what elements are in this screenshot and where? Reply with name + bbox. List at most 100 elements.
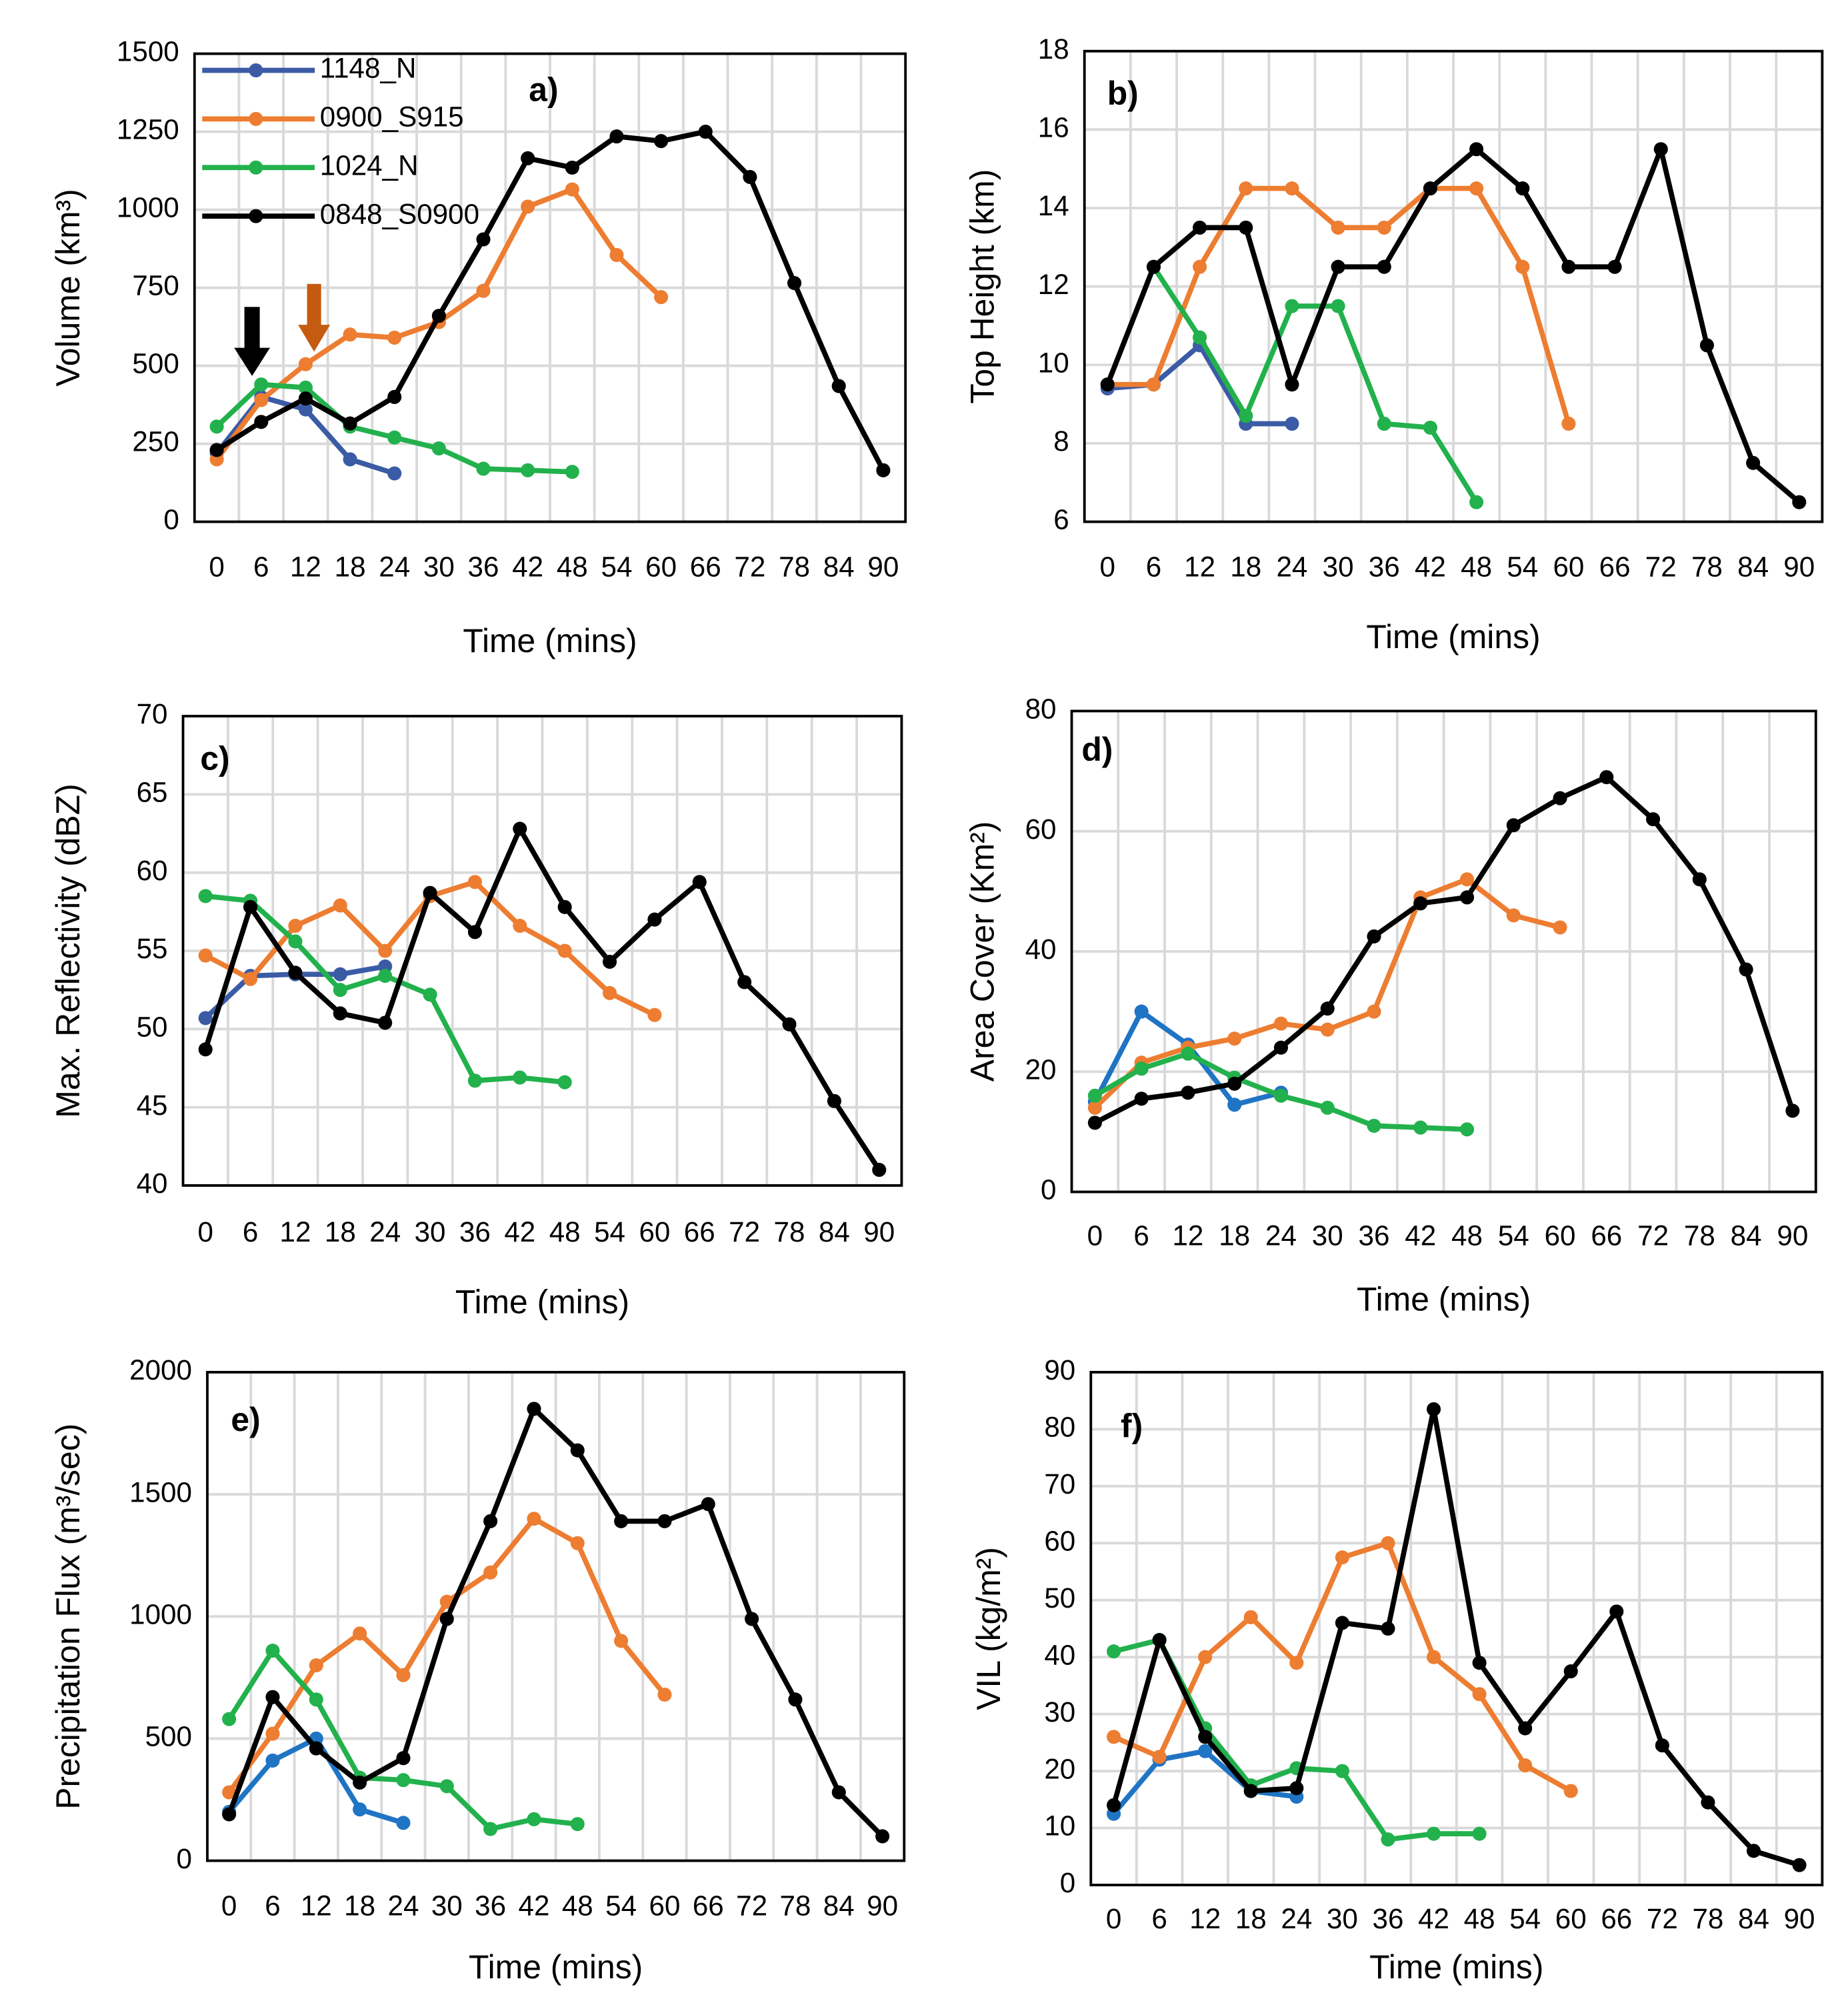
data-point xyxy=(333,898,347,913)
y-tick-label: 20 xyxy=(1044,1753,1075,1784)
data-point xyxy=(1518,1758,1533,1773)
data-point xyxy=(1239,181,1253,196)
data-point xyxy=(1367,1004,1381,1019)
y-tick-label: 50 xyxy=(137,1011,168,1042)
data-point xyxy=(1152,1633,1167,1648)
y-tick-label: 6 xyxy=(1053,504,1069,535)
data-point xyxy=(265,1644,280,1658)
data-point xyxy=(343,416,357,431)
legend-marker xyxy=(249,111,263,126)
data-point xyxy=(1506,908,1521,923)
data-point xyxy=(222,1712,237,1726)
x-tick-label: 18 xyxy=(1219,1220,1250,1252)
x-tick-label: 24 xyxy=(369,1216,401,1248)
data-point xyxy=(513,1070,527,1085)
y-axis-title: Max. Reflectivity (dBZ) xyxy=(49,783,87,1118)
data-point xyxy=(1193,259,1207,274)
data-point xyxy=(1607,259,1622,274)
plot-frame xyxy=(206,1371,906,1862)
x-tick-label: 84 xyxy=(1731,1220,1762,1252)
data-point xyxy=(1243,1784,1258,1798)
data-point xyxy=(1152,1750,1167,1764)
legend-label: 1024_N xyxy=(320,149,419,181)
data-point xyxy=(423,885,437,900)
y-tick-label: 55 xyxy=(137,933,168,964)
y-tick-label: 10 xyxy=(1044,1810,1075,1842)
x-tick-label: 60 xyxy=(1545,1220,1576,1252)
x-tick-label: 48 xyxy=(1451,1220,1483,1252)
x-tick-label: 54 xyxy=(601,551,633,583)
arrows xyxy=(234,283,331,376)
data-point xyxy=(1134,1062,1149,1076)
y-axis-title: VIL (kg/m²) xyxy=(970,1547,1007,1710)
data-point xyxy=(1561,416,1576,431)
y-tick-label: 60 xyxy=(137,855,168,886)
data-point xyxy=(1100,377,1115,392)
data-point xyxy=(198,1011,213,1026)
data-point xyxy=(698,125,713,139)
x-tick-label: 24 xyxy=(388,1890,419,1922)
data-point xyxy=(476,232,491,247)
x-tick-label: 72 xyxy=(1645,551,1677,583)
data-point xyxy=(1320,1100,1335,1115)
data-point xyxy=(343,327,357,342)
y-tick-label: 40 xyxy=(1044,1639,1075,1670)
x-tick-label: 54 xyxy=(605,1890,637,1922)
y-tick-label: 80 xyxy=(1044,1412,1075,1443)
panel-label: a) xyxy=(529,71,558,108)
data-point xyxy=(1553,920,1567,935)
x-tick-label: 6 xyxy=(1146,551,1161,583)
data-point xyxy=(483,1822,498,1836)
x-tick-label: 78 xyxy=(779,551,810,583)
series-line xyxy=(227,1406,885,1838)
data-point xyxy=(565,182,579,197)
data-point xyxy=(1746,1844,1761,1858)
data-point xyxy=(309,1658,323,1673)
data-point xyxy=(439,1612,454,1626)
x-axis-title: Time (mins) xyxy=(469,1948,643,1986)
data-point xyxy=(1146,377,1161,392)
data-point xyxy=(1273,1088,1289,1103)
x-tick-label: 60 xyxy=(1555,1903,1587,1934)
x-tick-label: 24 xyxy=(379,551,410,583)
data-point xyxy=(1134,1092,1149,1106)
data-point xyxy=(1381,1621,1395,1636)
data-point xyxy=(565,160,579,175)
data-point xyxy=(1134,1004,1149,1019)
data-point xyxy=(692,875,707,889)
data-point xyxy=(654,290,669,305)
data-point xyxy=(1285,299,1299,313)
x-tick-label: 0 xyxy=(209,551,224,583)
data-point xyxy=(387,430,402,445)
y-tick-label: 16 xyxy=(1038,111,1069,143)
y-tick-label: 80 xyxy=(1025,693,1057,725)
data-point xyxy=(647,1008,662,1022)
data-point xyxy=(1239,220,1253,235)
y-tick-label: 18 xyxy=(1038,33,1069,65)
data-point xyxy=(513,918,527,933)
data-point xyxy=(521,151,535,165)
data-point xyxy=(1331,259,1345,274)
data-point xyxy=(1273,1016,1289,1031)
y-tick-label: 2000 xyxy=(129,1354,192,1386)
data-point xyxy=(875,1829,890,1844)
x-axis-title: Time (mins) xyxy=(1357,1281,1531,1318)
data-point xyxy=(1792,495,1807,509)
x-tick-label: 42 xyxy=(518,1890,549,1922)
y-tick-label: 1500 xyxy=(129,1476,192,1508)
x-tick-label: 6 xyxy=(1133,1220,1149,1252)
x-tick-label: 54 xyxy=(1498,1220,1529,1252)
data-point xyxy=(1335,1550,1349,1565)
data-point xyxy=(701,1497,715,1512)
data-point xyxy=(1563,1664,1578,1679)
data-point xyxy=(1193,220,1207,235)
x-tick-label: 42 xyxy=(1405,1220,1436,1252)
data-point xyxy=(827,1094,841,1108)
x-axis-title: Time (mins) xyxy=(463,622,637,659)
legend-label: 1148_N xyxy=(320,53,417,84)
x-tick-label: 24 xyxy=(1281,1903,1312,1934)
data-point xyxy=(876,463,891,477)
data-point xyxy=(483,1565,498,1580)
